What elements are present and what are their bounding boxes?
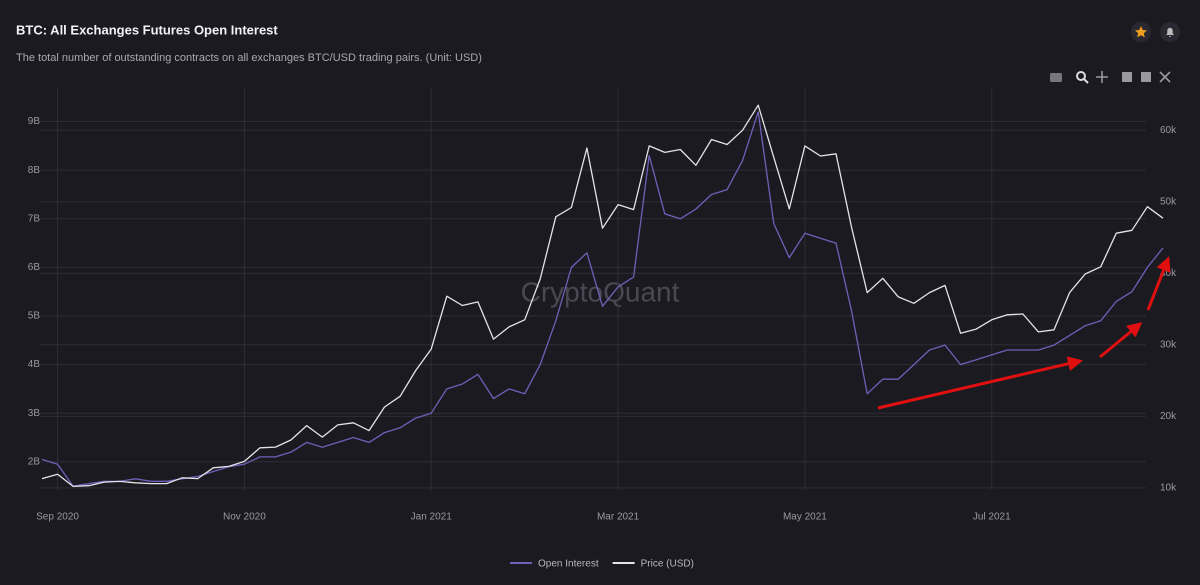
series-line <box>41 104 1164 488</box>
y-tick-label: 5B <box>28 311 41 322</box>
reset-button[interactable] <box>1159 71 1171 83</box>
zoom-button[interactable] <box>1076 71 1086 81</box>
zoom-in-button[interactable] <box>1122 72 1132 82</box>
arrow <box>1146 256 1171 311</box>
x-tick-label: Sep 2020 <box>36 512 79 523</box>
x-tick-label: Mar 2021 <box>597 512 640 523</box>
y-tick-label: 8B <box>28 165 41 176</box>
star-icon <box>1135 26 1147 38</box>
legend-label: Open Interest <box>538 559 599 570</box>
chart-title: BTC: All Exchanges Futures Open Interest <box>16 22 278 37</box>
y2-tick-label: 10k <box>1160 482 1177 493</box>
y2-tick-label: 60k <box>1160 125 1177 136</box>
y-tick-label: 2B <box>28 456 41 467</box>
y2-tick-label: 40k <box>1160 268 1177 279</box>
toolbar <box>1050 22 1180 84</box>
legend: Open Interest Price (USD) <box>510 559 694 570</box>
arrow <box>1099 322 1143 359</box>
watermark: CryptoQuant <box>521 276 680 307</box>
bell-icon <box>1166 27 1174 37</box>
x-tick-label: Jan 2021 <box>411 512 453 523</box>
x-tick-label: May 2021 <box>783 512 827 523</box>
y-tick-label: 7B <box>28 213 41 224</box>
y-tick-label: 9B <box>28 116 41 127</box>
arrow <box>877 356 1083 410</box>
y2-tick-label: 30k <box>1160 339 1177 350</box>
y2-tick-label: 50k <box>1160 196 1177 207</box>
y-tick-label: 6B <box>28 262 41 273</box>
camera-button[interactable] <box>1050 73 1062 82</box>
y-tick-label: 4B <box>28 359 41 370</box>
chart-subtitle: The total number of outstanding contract… <box>16 52 482 64</box>
annotation-arrows <box>877 256 1171 410</box>
pan-button[interactable] <box>1096 71 1108 83</box>
zoom-handle <box>1083 78 1089 84</box>
y2-tick-label: 20k <box>1160 411 1177 422</box>
x-tick-label: Nov 2020 <box>223 512 266 523</box>
legend-label: Price (USD) <box>641 559 694 570</box>
y-tick-label: 3B <box>28 408 41 419</box>
zoom-out-button[interactable] <box>1141 72 1151 82</box>
plot-area: 2B 3B 4B 5B 6B 7B 8B 9B 10k 20k 30k 40k 50k 60k Sep 20… <box>28 88 1177 523</box>
x-tick-label: Jul 2021 <box>973 512 1011 523</box>
